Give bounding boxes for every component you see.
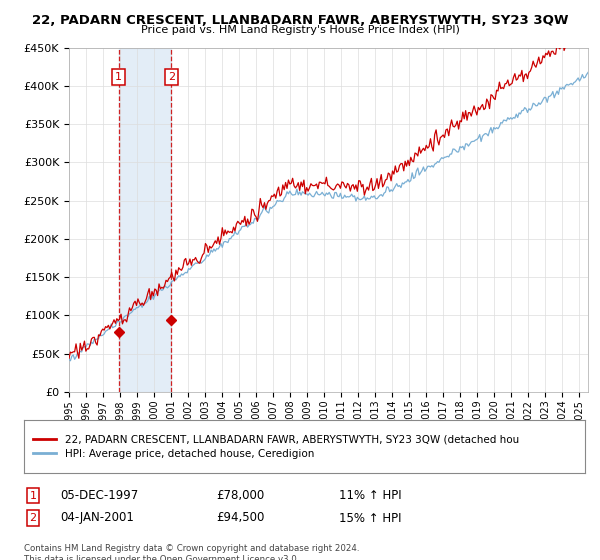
Bar <box>119 48 171 392</box>
Text: 2: 2 <box>29 513 37 523</box>
Text: 1: 1 <box>115 72 122 82</box>
Text: 1: 1 <box>29 491 37 501</box>
Text: 11% ↑ HPI: 11% ↑ HPI <box>339 489 401 502</box>
Legend: 22, PADARN CRESCENT, LLANBADARN FAWR, ABERYSTWYTH, SY23 3QW (detached hou, HPI: : 22, PADARN CRESCENT, LLANBADARN FAWR, AB… <box>29 430 523 463</box>
Text: Contains HM Land Registry data © Crown copyright and database right 2024.
This d: Contains HM Land Registry data © Crown c… <box>24 544 359 560</box>
Text: 2: 2 <box>168 72 175 82</box>
Text: 15% ↑ HPI: 15% ↑ HPI <box>339 511 401 525</box>
Text: Price paid vs. HM Land Registry's House Price Index (HPI): Price paid vs. HM Land Registry's House … <box>140 25 460 35</box>
Text: 04-JAN-2001: 04-JAN-2001 <box>60 511 134 525</box>
Text: £78,000: £78,000 <box>216 489 264 502</box>
Text: 05-DEC-1997: 05-DEC-1997 <box>60 489 138 502</box>
Text: £94,500: £94,500 <box>216 511 265 525</box>
Text: 22, PADARN CRESCENT, LLANBADARN FAWR, ABERYSTWYTH, SY23 3QW: 22, PADARN CRESCENT, LLANBADARN FAWR, AB… <box>32 14 568 27</box>
